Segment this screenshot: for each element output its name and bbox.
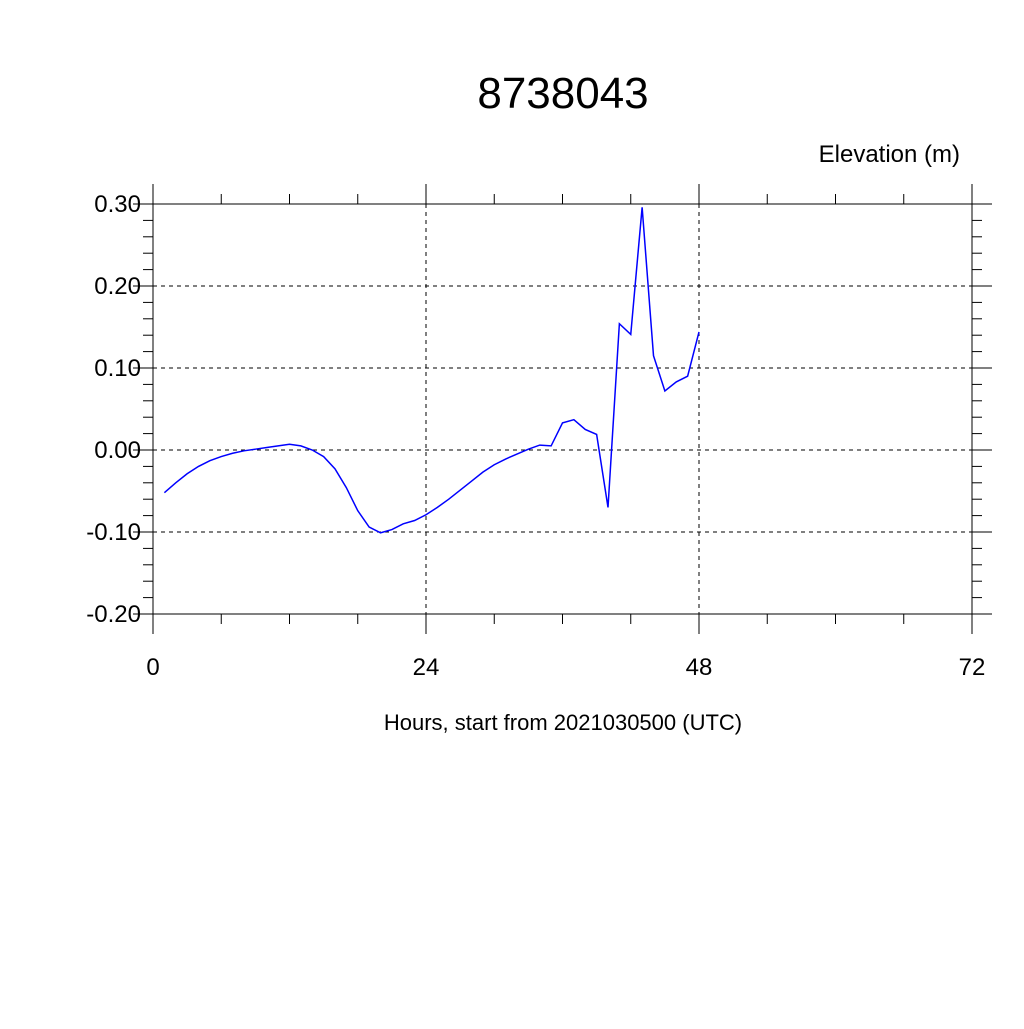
chart-title: 8738043 bbox=[477, 69, 648, 118]
x-tick-label: 24 bbox=[413, 654, 440, 681]
y-tick-label: -0.20 bbox=[86, 601, 141, 628]
plot-frame bbox=[152, 203, 973, 615]
y-axis-label: Elevation (m) bbox=[819, 141, 960, 168]
x-tick-label: 48 bbox=[686, 654, 713, 681]
x-tick-label: 72 bbox=[959, 654, 986, 681]
x-axis-label: Hours, start from 2021030500 (UTC) bbox=[384, 710, 742, 735]
y-tick-label: -0.10 bbox=[86, 519, 141, 546]
x-tick-label: 0 bbox=[146, 654, 159, 681]
data-line bbox=[163, 207, 700, 534]
